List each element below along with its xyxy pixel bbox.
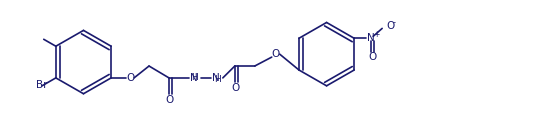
Text: O: O bbox=[166, 95, 174, 105]
Text: -: - bbox=[392, 18, 396, 27]
Text: N: N bbox=[367, 33, 375, 43]
Text: O: O bbox=[368, 52, 376, 62]
Text: Br: Br bbox=[36, 80, 47, 90]
Text: N: N bbox=[190, 73, 198, 83]
Text: +: + bbox=[373, 30, 379, 39]
Text: H: H bbox=[215, 75, 221, 84]
Text: O: O bbox=[386, 21, 395, 31]
Text: O: O bbox=[126, 73, 134, 83]
Text: H: H bbox=[191, 73, 198, 82]
Text: O: O bbox=[271, 49, 280, 59]
Text: N: N bbox=[212, 73, 220, 83]
Text: O: O bbox=[232, 83, 240, 93]
